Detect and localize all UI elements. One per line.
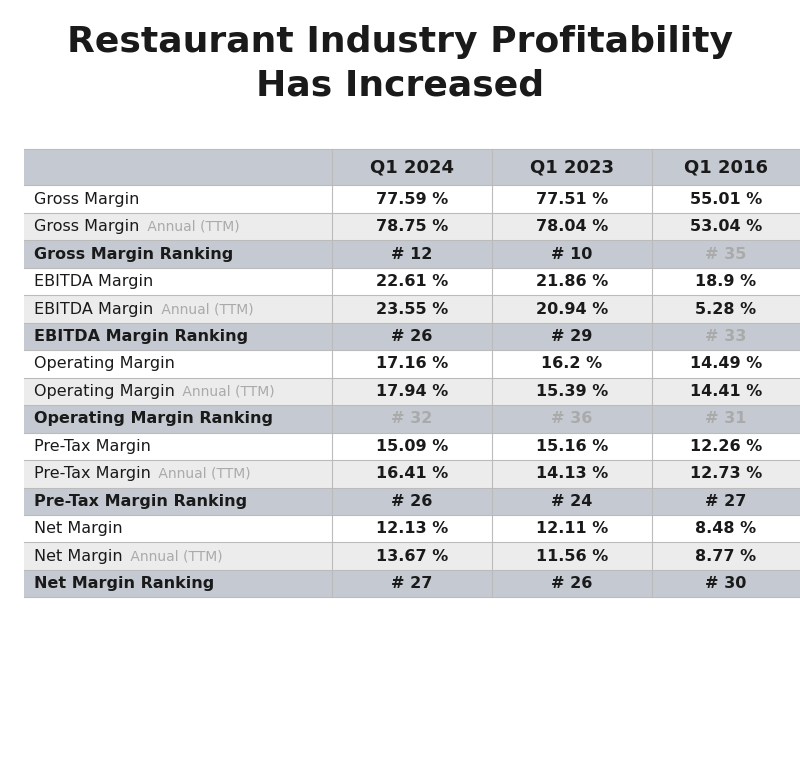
Text: Restaurant Industry Profitability: Restaurant Industry Profitability <box>67 25 733 59</box>
Text: 20.94 %: 20.94 % <box>536 301 608 317</box>
Text: # 10: # 10 <box>551 246 593 262</box>
Text: # 35: # 35 <box>706 246 746 262</box>
Text: 77.59 %: 77.59 % <box>376 192 448 207</box>
Text: 5.28 %: 5.28 % <box>695 301 757 317</box>
Text: 18.9 %: 18.9 % <box>695 274 757 289</box>
Text: Annual (TTM): Annual (TTM) <box>154 467 251 481</box>
Text: 8.77 %: 8.77 % <box>695 549 757 564</box>
Text: # 24: # 24 <box>551 494 593 509</box>
Text: 14.49 %: 14.49 % <box>690 356 762 372</box>
Text: # 30: # 30 <box>706 576 746 591</box>
Text: Q1 2023: Q1 2023 <box>530 158 614 176</box>
Bar <box>24 433 800 460</box>
Text: # 29: # 29 <box>551 329 593 344</box>
Text: 15.09 %: 15.09 % <box>376 439 448 454</box>
Text: 12.73 %: 12.73 % <box>690 466 762 481</box>
Text: 12.13 %: 12.13 % <box>376 521 448 536</box>
Text: 16.41 %: 16.41 % <box>376 466 448 481</box>
Text: 78.04 %: 78.04 % <box>536 219 608 234</box>
Text: Annual (TTM): Annual (TTM) <box>143 220 240 233</box>
Text: Annual (TTM): Annual (TTM) <box>157 302 254 316</box>
Bar <box>24 378 800 405</box>
Text: 77.51 %: 77.51 % <box>536 192 608 207</box>
Text: 22.61 %: 22.61 % <box>376 274 448 289</box>
Text: Has Increased: Has Increased <box>256 69 544 102</box>
Text: Pre-Tax Margin: Pre-Tax Margin <box>34 439 150 454</box>
Text: # 26: # 26 <box>391 329 433 344</box>
Text: # 26: # 26 <box>551 576 593 591</box>
Bar <box>24 213 800 240</box>
Bar <box>24 405 800 433</box>
Text: Annual (TTM): Annual (TTM) <box>126 549 223 563</box>
Text: # 33: # 33 <box>706 329 746 344</box>
Text: Net Margin Ranking: Net Margin Ranking <box>34 576 214 591</box>
Text: Gross Margin: Gross Margin <box>34 192 139 207</box>
Bar <box>24 240 800 268</box>
Bar <box>24 323 800 350</box>
Text: Net Margin: Net Margin <box>34 549 122 564</box>
Text: Operating Margin: Operating Margin <box>34 356 174 372</box>
Text: Pre-Tax Margin: Pre-Tax Margin <box>34 466 150 481</box>
Bar <box>24 185 800 213</box>
Text: Net Margin: Net Margin <box>34 521 122 536</box>
Text: 14.13 %: 14.13 % <box>536 466 608 481</box>
Text: # 26: # 26 <box>391 494 433 509</box>
Text: 15.16 %: 15.16 % <box>536 439 608 454</box>
Text: EBITDA Margin Ranking: EBITDA Margin Ranking <box>34 329 248 344</box>
Text: 8.48 %: 8.48 % <box>695 521 757 536</box>
Text: Gross Margin: Gross Margin <box>34 219 139 234</box>
Text: 17.94 %: 17.94 % <box>376 384 448 399</box>
Text: # 36: # 36 <box>551 411 593 427</box>
Bar <box>24 350 800 378</box>
Text: 12.26 %: 12.26 % <box>690 439 762 454</box>
Text: Pre-Tax Margin Ranking: Pre-Tax Margin Ranking <box>34 494 246 509</box>
Bar <box>24 149 800 185</box>
Text: Annual (TTM): Annual (TTM) <box>178 385 275 398</box>
Bar <box>24 268 800 295</box>
Text: 15.39 %: 15.39 % <box>536 384 608 399</box>
Bar <box>24 542 800 570</box>
Text: 21.86 %: 21.86 % <box>536 274 608 289</box>
Bar <box>24 295 800 323</box>
Bar <box>24 570 800 597</box>
Text: # 27: # 27 <box>391 576 433 591</box>
Text: 11.56 %: 11.56 % <box>536 549 608 564</box>
Text: Gross Margin Ranking: Gross Margin Ranking <box>34 246 233 262</box>
Text: 17.16 %: 17.16 % <box>376 356 448 372</box>
Bar <box>24 488 800 515</box>
Text: # 31: # 31 <box>706 411 746 427</box>
Text: Operating Margin Ranking: Operating Margin Ranking <box>34 411 273 427</box>
Text: 13.67 %: 13.67 % <box>376 549 448 564</box>
Text: # 27: # 27 <box>706 494 746 509</box>
Text: 12.11 %: 12.11 % <box>536 521 608 536</box>
Bar <box>24 460 800 488</box>
Text: 23.55 %: 23.55 % <box>376 301 448 317</box>
Text: # 32: # 32 <box>391 411 433 427</box>
Text: 16.2 %: 16.2 % <box>542 356 602 372</box>
Text: Operating Margin: Operating Margin <box>34 384 174 399</box>
Text: 14.41 %: 14.41 % <box>690 384 762 399</box>
Text: # 12: # 12 <box>391 246 433 262</box>
Text: 78.75 %: 78.75 % <box>376 219 448 234</box>
Text: 55.01 %: 55.01 % <box>690 192 762 207</box>
Text: 53.04 %: 53.04 % <box>690 219 762 234</box>
Text: EBITDA Margin: EBITDA Margin <box>34 301 153 317</box>
Text: Q1 2024: Q1 2024 <box>370 158 454 176</box>
Text: EBITDA Margin: EBITDA Margin <box>34 274 153 289</box>
Text: Q1 2016: Q1 2016 <box>684 158 768 176</box>
Bar <box>24 515 800 542</box>
